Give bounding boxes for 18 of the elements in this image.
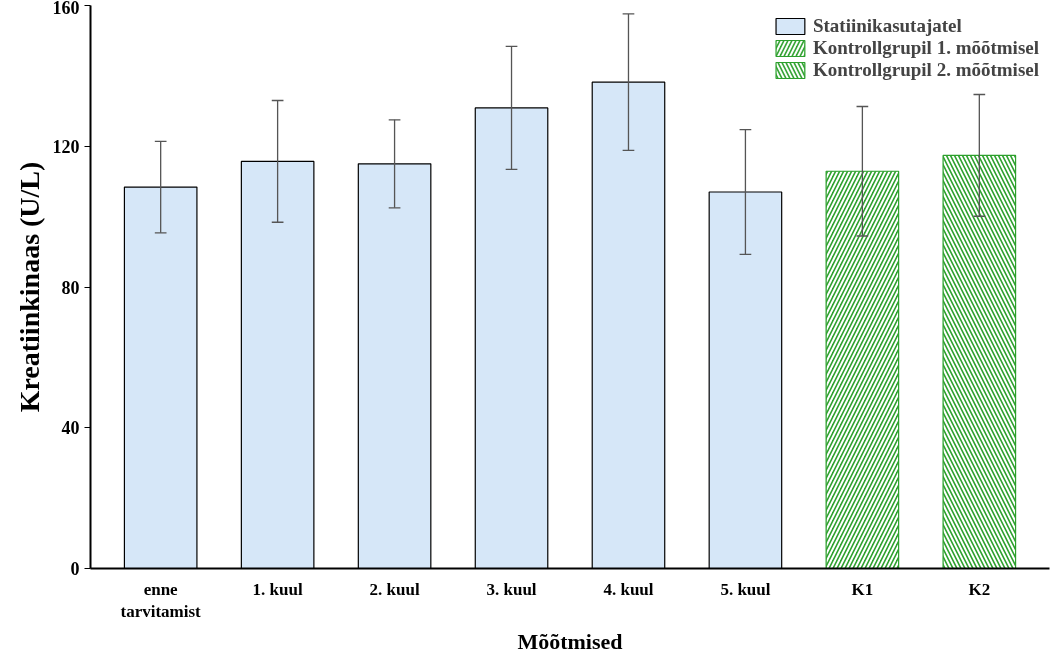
x-tick-label: enne tarvitamist bbox=[120, 579, 202, 622]
x-tick-label: 3. kuul bbox=[486, 579, 537, 599]
x-tick-label: 4. kuul bbox=[603, 579, 654, 599]
x-tick-label: K1 bbox=[851, 579, 874, 599]
x-axis-title: Mõõtmised bbox=[517, 629, 623, 655]
y-tick-label: 0 bbox=[70, 559, 80, 579]
legend-label: Statiinikasutajatel bbox=[812, 15, 962, 37]
y-tick-label: 40 bbox=[61, 418, 80, 439]
x-tick-label: 5. kuul bbox=[720, 579, 771, 599]
x-tick-label: 2. kuul bbox=[369, 579, 420, 599]
y-tick-label: 160 bbox=[52, 0, 80, 18]
legend-label: Kontrollgrupil 1. mõõtmisel bbox=[812, 37, 1039, 59]
y-tick-label: 80 bbox=[61, 277, 80, 298]
y-axis-title: Kreatiinkinaas (U/L) bbox=[13, 161, 45, 413]
y-tick-label: 120 bbox=[52, 136, 80, 157]
legend-label: Kontrollgrupil 2. mõõtmisel bbox=[812, 59, 1039, 81]
x-tick-label: K2 bbox=[968, 579, 991, 599]
x-tick-label: 1. kuul bbox=[252, 579, 303, 599]
